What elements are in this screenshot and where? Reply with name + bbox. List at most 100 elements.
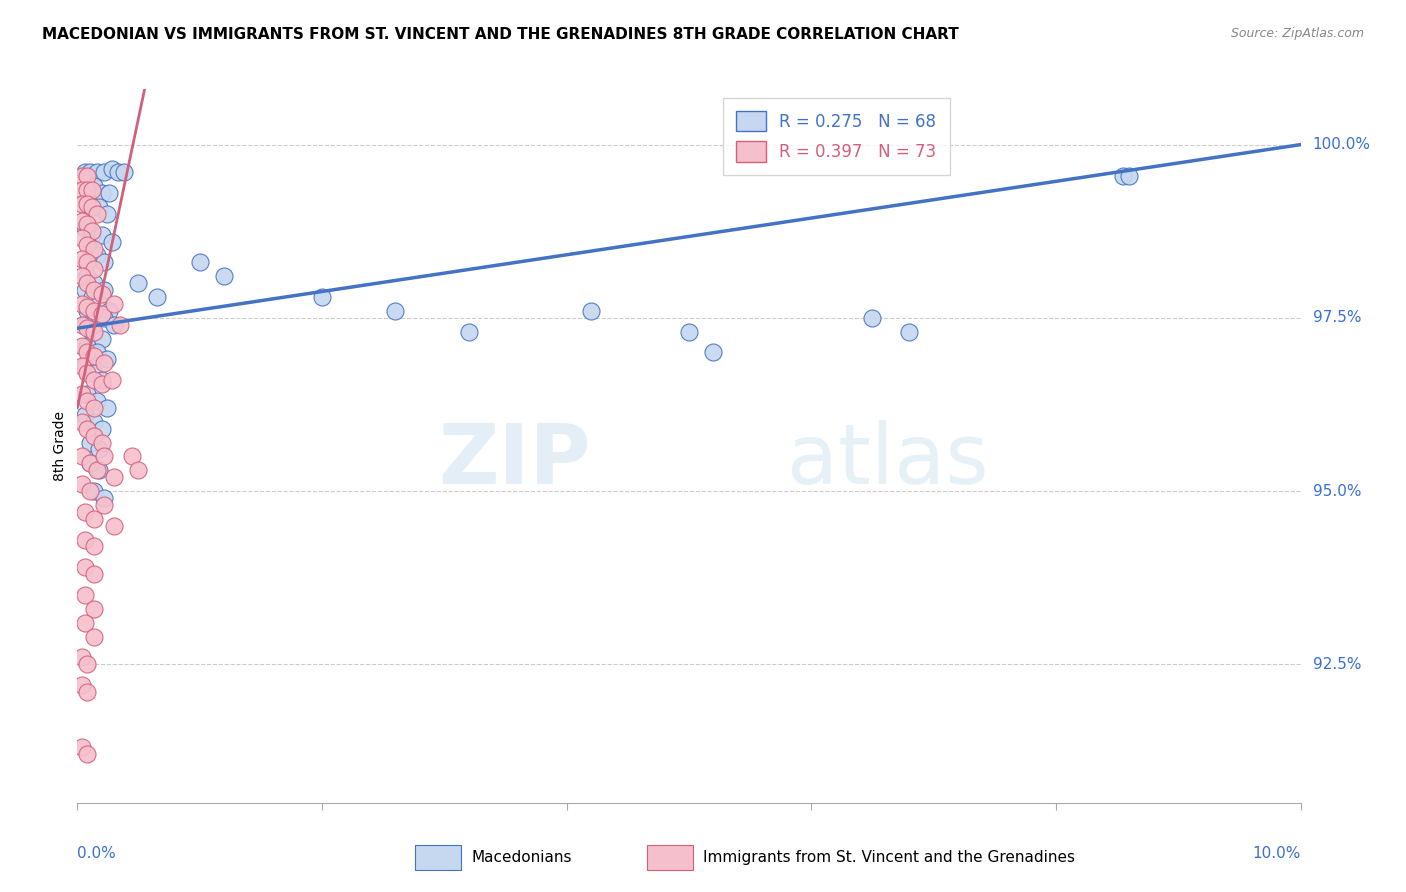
Point [90, 435, 112, 450]
Point [73, 588, 96, 602]
Point [70, 740, 93, 755]
Point [83, 483, 105, 498]
Point [76, 422, 98, 436]
Point [112, 165, 135, 179]
Point [76, 276, 98, 290]
Point [83, 179, 105, 194]
Point [93, 491, 115, 505]
Point [103, 518, 125, 533]
Point [73, 318, 96, 332]
Text: 100.0%: 100.0% [1313, 137, 1371, 153]
Point [70, 387, 93, 401]
Point [70, 338, 93, 352]
Point [86, 310, 108, 325]
Point [212, 269, 235, 284]
Point [73, 359, 96, 374]
Point [90, 307, 112, 321]
Point [80, 325, 103, 339]
Point [96, 207, 118, 221]
Point [79, 456, 101, 470]
Point [1112, 169, 1135, 183]
Point [89, 442, 111, 457]
Point [702, 345, 724, 359]
Point [83, 304, 105, 318]
Point [457, 325, 479, 339]
Point [107, 165, 129, 179]
Point [76, 183, 98, 197]
Point [96, 401, 118, 415]
Text: 0.0%: 0.0% [77, 846, 117, 861]
Point [121, 450, 143, 464]
Point [83, 512, 105, 526]
Point [80, 227, 103, 242]
Point [76, 747, 98, 762]
Point [93, 165, 115, 179]
Point [83, 242, 105, 256]
Point [93, 255, 115, 269]
Point [100, 235, 122, 249]
Point [70, 678, 93, 692]
Point [73, 533, 96, 547]
Point [79, 435, 101, 450]
Point [76, 196, 98, 211]
Y-axis label: 8th Grade: 8th Grade [53, 411, 67, 481]
Point [76, 345, 98, 359]
Point [70, 196, 93, 211]
Point [83, 349, 105, 363]
Point [80, 183, 103, 197]
Point [70, 214, 93, 228]
Point [80, 290, 103, 304]
Point [127, 463, 149, 477]
Point [103, 470, 125, 484]
Text: 95.0%: 95.0% [1313, 483, 1361, 499]
Point [86, 463, 108, 477]
Point [90, 373, 112, 387]
Point [90, 332, 112, 346]
Point [80, 224, 103, 238]
Point [98, 186, 121, 201]
Point [89, 297, 111, 311]
Point [79, 242, 101, 256]
Point [90, 227, 112, 242]
Point [89, 200, 111, 214]
Point [83, 540, 105, 554]
Point [83, 325, 105, 339]
Point [83, 415, 105, 429]
Point [76, 321, 98, 335]
Text: 92.5%: 92.5% [1313, 657, 1361, 672]
Point [76, 193, 98, 207]
Point [76, 366, 98, 380]
Point [100, 161, 122, 176]
Text: Immigrants from St. Vincent and the Grenadines: Immigrants from St. Vincent and the Gren… [703, 850, 1076, 864]
Point [70, 231, 93, 245]
Point [103, 318, 125, 332]
Text: ZIP: ZIP [439, 420, 591, 500]
Point [76, 217, 98, 231]
Point [70, 269, 93, 284]
Point [93, 450, 115, 464]
Point [678, 325, 700, 339]
Point [89, 463, 111, 477]
Point [73, 165, 96, 179]
Point [83, 630, 105, 644]
Point [83, 366, 105, 380]
Legend: R = 0.275   N = 68, R = 0.397   N = 73: R = 0.275 N = 68, R = 0.397 N = 73 [723, 97, 949, 175]
Point [93, 498, 115, 512]
Point [862, 310, 884, 325]
Point [90, 376, 112, 391]
Point [76, 387, 98, 401]
Point [188, 255, 211, 269]
Point [93, 310, 115, 325]
Point [79, 165, 101, 179]
Text: Macedonians: Macedonians [471, 850, 571, 864]
Text: 10.0%: 10.0% [1253, 846, 1301, 861]
Point [93, 356, 115, 370]
Text: MACEDONIAN VS IMMIGRANTS FROM ST. VINCENT AND THE GRENADINES 8TH GRADE CORRELATI: MACEDONIAN VS IMMIGRANTS FROM ST. VINCEN… [42, 27, 959, 42]
Point [76, 685, 98, 699]
Point [83, 602, 105, 616]
Point [90, 422, 112, 436]
Point [73, 615, 96, 630]
Point [79, 456, 101, 470]
Point [83, 567, 105, 582]
Point [76, 304, 98, 318]
